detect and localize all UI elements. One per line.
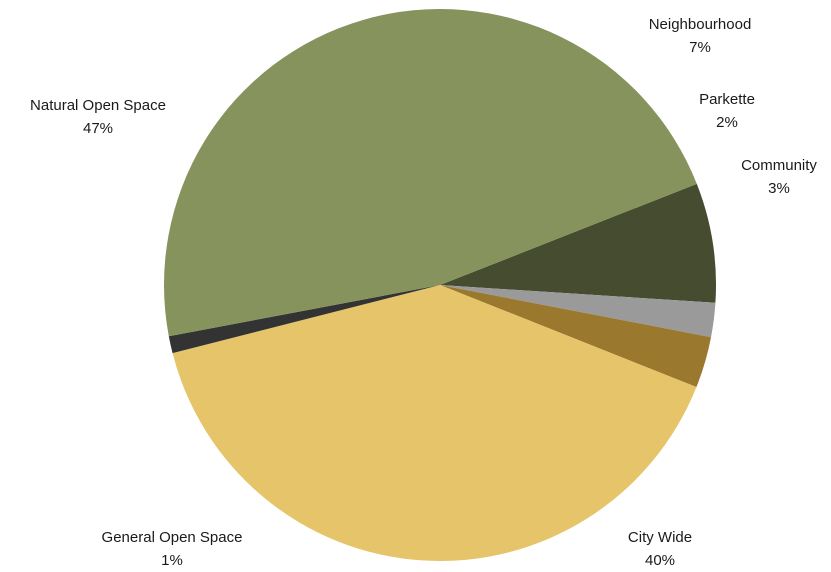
pie-slice-neighbourhood (440, 183, 716, 303)
slice-labels: Neighbourhood 7% Parkette 2% Community 3% City… (30, 16, 817, 569)
slice-name: Neighbourhood (649, 16, 752, 33)
slice-percentage: 47% (83, 120, 113, 137)
slice-label-parkette: Parkette 2% (699, 91, 755, 131)
slice-percentage: 3% (768, 180, 790, 197)
slice-label-city-wide: City Wide 40% (628, 529, 692, 569)
slice-percentage: 40% (645, 552, 675, 569)
slice-percentage: 2% (716, 114, 738, 131)
slice-name: General Open Space (102, 529, 243, 546)
pie-slice-community (440, 285, 712, 388)
slice-name: Parkette (699, 91, 755, 108)
pie-slice-parkette (440, 285, 716, 338)
pie-slice-natural-open-space (164, 8, 697, 337)
pie-slice-general-open-space (168, 285, 441, 354)
pie-slice-city-wide (172, 285, 697, 562)
slice-name: City Wide (628, 529, 692, 546)
slice-percentage: 1% (161, 552, 183, 569)
slice-label-natural-open-space: Natural Open Space 47% (30, 97, 166, 137)
pie-slices (164, 8, 716, 562)
slice-name: Natural Open Space (30, 97, 166, 114)
slice-label-general-open-space: General Open Space 1% (102, 529, 243, 569)
slice-label-neighbourhood: Neighbourhood 7% (649, 16, 752, 56)
slice-name: Community (741, 157, 817, 174)
slice-percentage: 7% (689, 39, 711, 56)
slice-label-community: Community 3% (741, 157, 817, 197)
